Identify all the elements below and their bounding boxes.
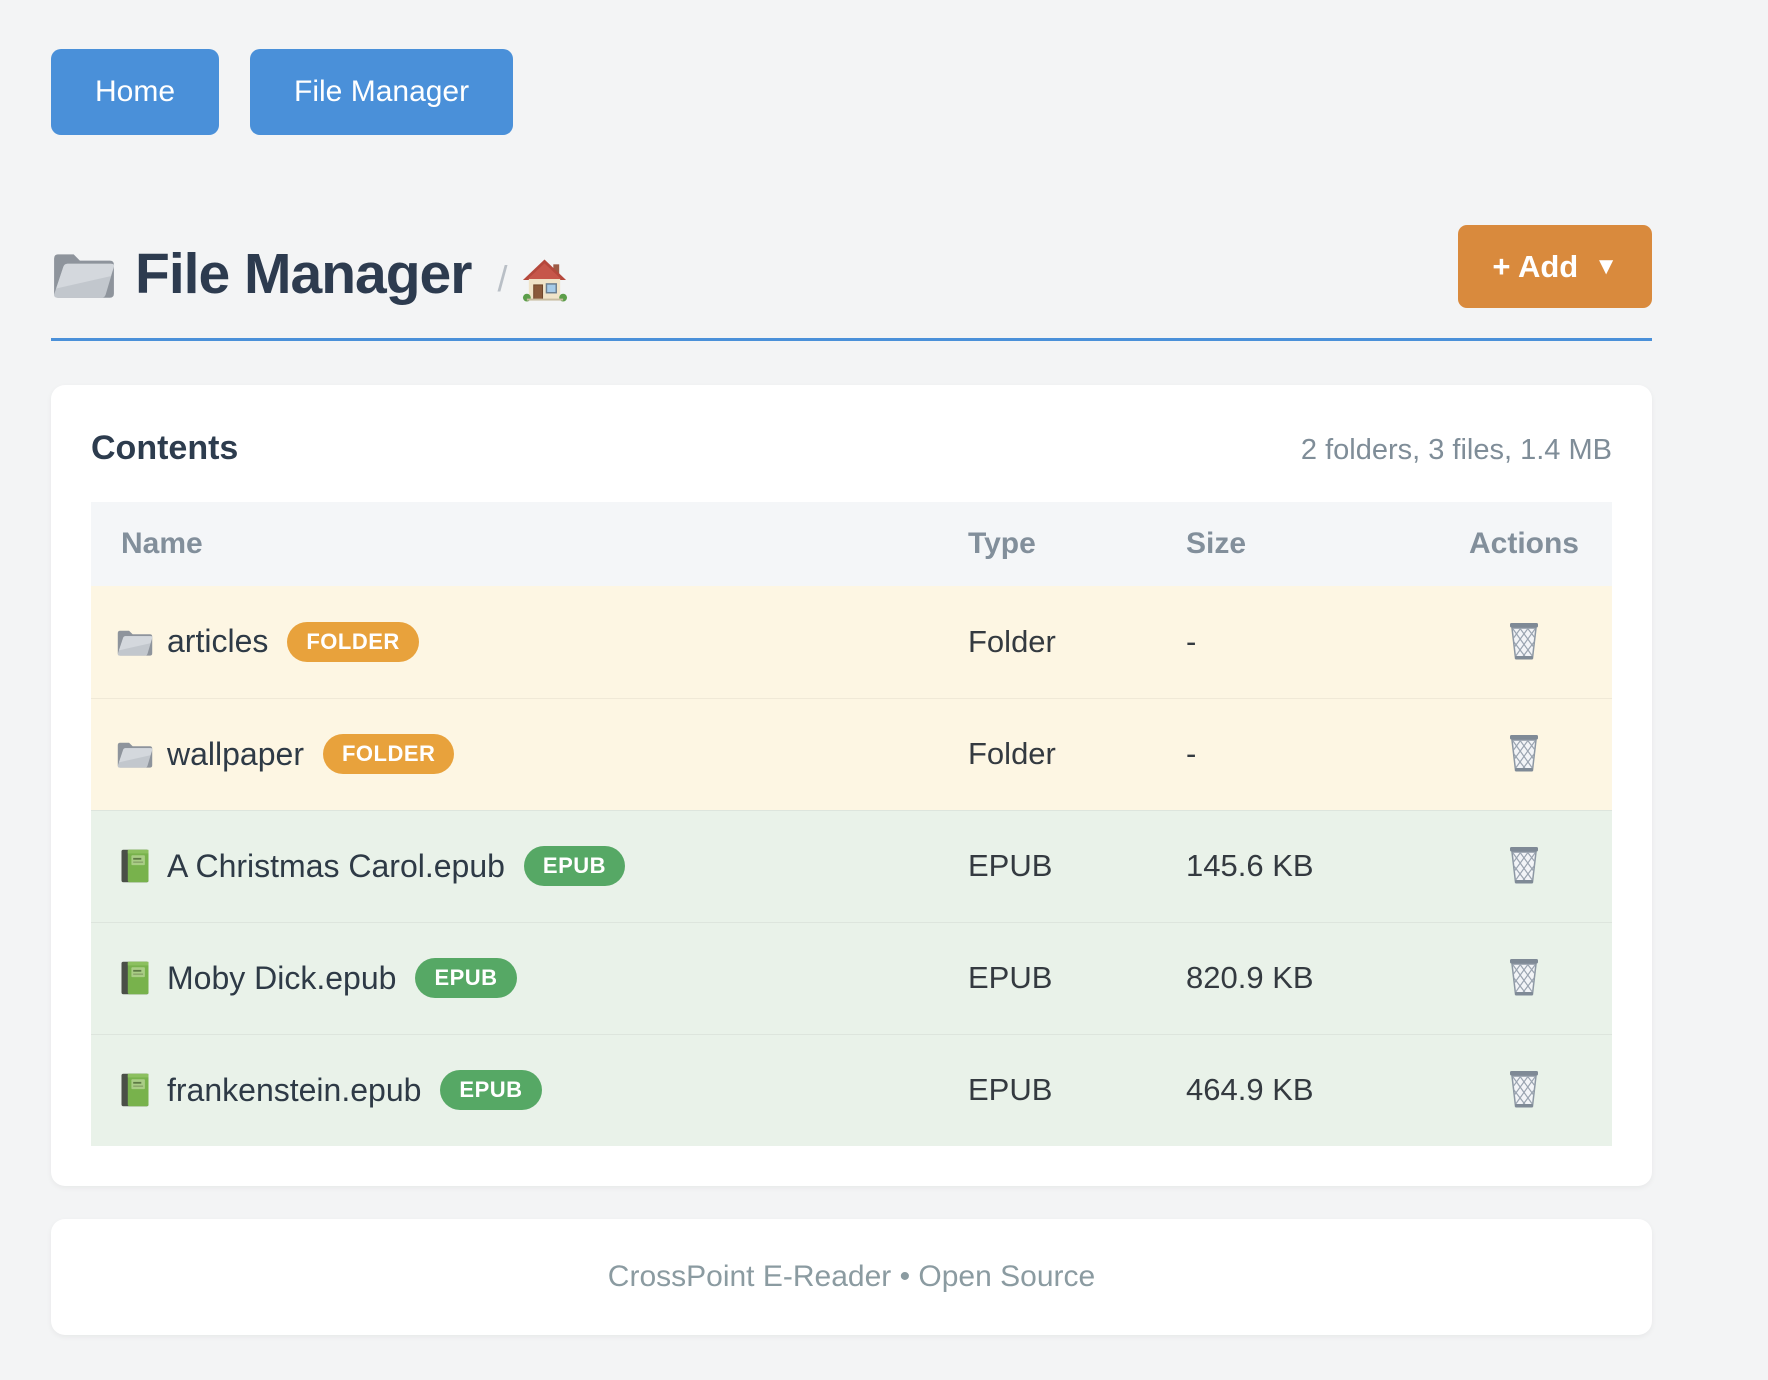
table-row[interactable]: frankenstein.epub EPUB EPUB 464.9 KB <box>91 1034 1612 1146</box>
folder-icon <box>51 245 117 303</box>
table-row[interactable]: articles FOLDER Folder - <box>91 586 1612 698</box>
file-name[interactable]: A Christmas Carol.epub <box>167 848 505 885</box>
column-header-size: Size <box>1186 502 1436 586</box>
file-type: EPUB <box>968 1034 1186 1146</box>
column-header-name: Name <box>91 502 968 586</box>
footer-text: CrossPoint E-Reader • Open Source <box>608 1260 1095 1294</box>
file-size: - <box>1186 586 1436 698</box>
breadcrumb-separator: / <box>497 258 507 300</box>
type-badge: EPUB <box>415 958 516 998</box>
type-badge: FOLDER <box>323 734 454 774</box>
table-body: articles FOLDER Folder - wallpaper FOLDE… <box>91 586 1612 1146</box>
file-size: 820.9 KB <box>1186 922 1436 1034</box>
delete-button[interactable] <box>1501 1063 1547 1113</box>
contents-title: Contents <box>91 429 238 468</box>
header-divider <box>51 338 1652 341</box>
caret-down-icon: ▼ <box>1594 253 1618 281</box>
contents-card: Contents 2 folders, 3 files, 1.4 MB Name… <box>51 385 1652 1186</box>
column-header-type: Type <box>968 502 1186 586</box>
file-type: Folder <box>968 586 1186 698</box>
trash-icon <box>1505 955 1543 997</box>
table-header-row: Name Type Size Actions <box>91 502 1612 586</box>
file-type: EPUB <box>968 922 1186 1034</box>
trash-icon <box>1505 843 1543 885</box>
book-icon <box>116 1072 154 1108</box>
folder-icon <box>116 624 154 660</box>
delete-button[interactable] <box>1501 951 1547 1001</box>
delete-button[interactable] <box>1501 615 1547 665</box>
top-nav: Home File Manager <box>51 49 1652 135</box>
home-icon[interactable] <box>521 256 568 304</box>
add-button[interactable]: + Add ▼ <box>1458 225 1652 308</box>
file-name[interactable]: articles <box>167 623 268 660</box>
delete-button[interactable] <box>1501 727 1547 777</box>
file-name[interactable]: Moby Dick.epub <box>167 960 396 997</box>
file-name[interactable]: frankenstein.epub <box>167 1072 421 1109</box>
page: Home File Manager File Manager / + Add ▼… <box>51 0 1652 1335</box>
column-header-actions: Actions <box>1436 502 1612 586</box>
contents-header: Contents 2 folders, 3 files, 1.4 MB <box>91 429 1612 468</box>
footer-card: CrossPoint E-Reader • Open Source <box>51 1219 1652 1335</box>
page-title: File Manager <box>135 241 471 307</box>
nav-home-button[interactable]: Home <box>51 49 219 135</box>
book-icon <box>116 848 154 884</box>
files-table: Name Type Size Actions articles FOLDER F… <box>91 502 1612 1146</box>
book-icon <box>116 960 154 996</box>
table-row[interactable]: A Christmas Carol.epub EPUB EPUB 145.6 K… <box>91 810 1612 922</box>
trash-icon <box>1505 619 1543 661</box>
table-row[interactable]: wallpaper FOLDER Folder - <box>91 698 1612 810</box>
trash-icon <box>1505 731 1543 773</box>
nav-file-manager-button[interactable]: File Manager <box>250 49 513 135</box>
trash-icon <box>1505 1067 1543 1109</box>
delete-button[interactable] <box>1501 839 1547 889</box>
folder-icon <box>116 736 154 772</box>
page-header: File Manager / + Add ▼ <box>51 225 1652 322</box>
contents-summary: 2 folders, 3 files, 1.4 MB <box>1301 434 1612 467</box>
file-name[interactable]: wallpaper <box>167 736 304 773</box>
table-row[interactable]: Moby Dick.epub EPUB EPUB 820.9 KB <box>91 922 1612 1034</box>
file-type: EPUB <box>968 810 1186 922</box>
type-badge: FOLDER <box>287 622 418 662</box>
file-size: - <box>1186 698 1436 810</box>
type-badge: EPUB <box>440 1070 541 1110</box>
add-button-label: + Add <box>1492 249 1578 285</box>
file-type: Folder <box>968 698 1186 810</box>
file-size: 145.6 KB <box>1186 810 1436 922</box>
type-badge: EPUB <box>524 846 625 886</box>
file-size: 464.9 KB <box>1186 1034 1436 1146</box>
